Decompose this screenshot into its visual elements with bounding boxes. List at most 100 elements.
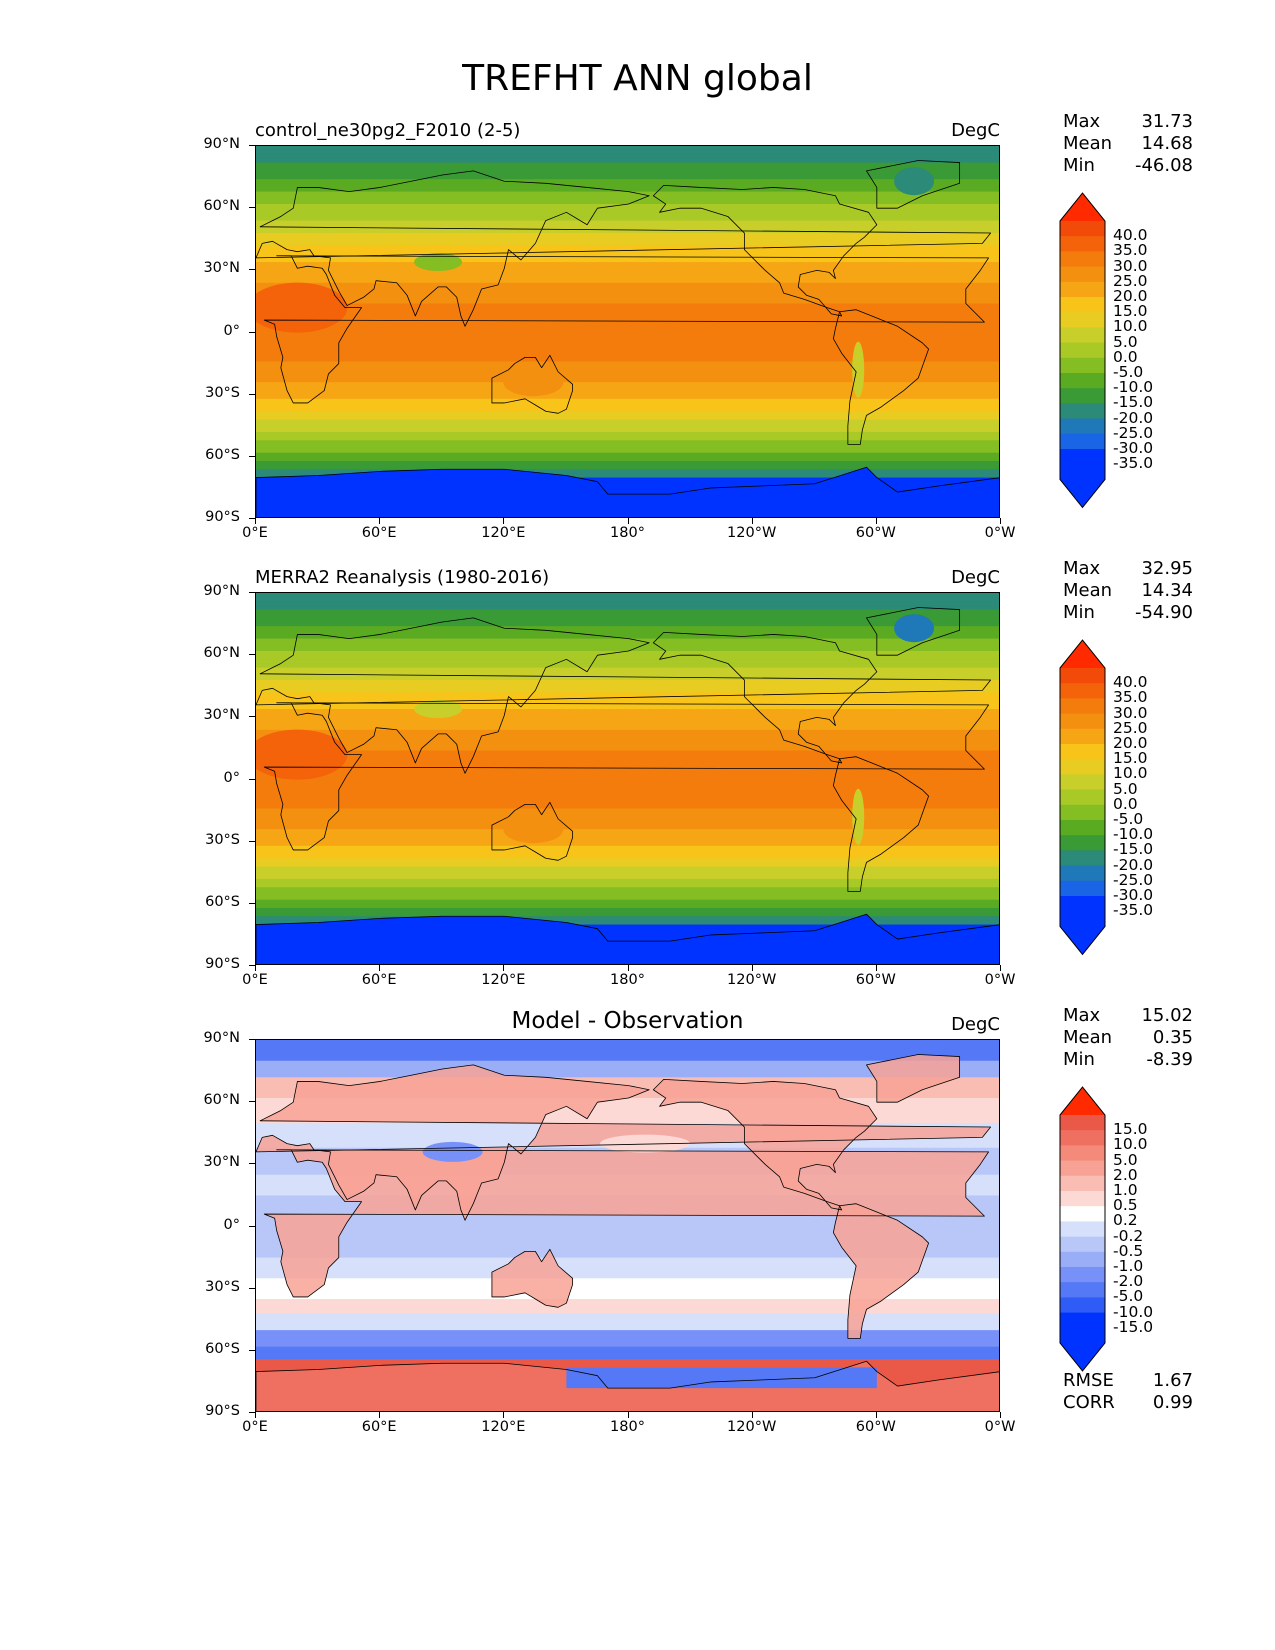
units-label: DegC <box>951 1014 1000 1035</box>
lon-tick <box>379 965 381 971</box>
lon-tick-label: 60°E <box>361 1419 397 1435</box>
stat-label: Mean <box>1063 580 1113 601</box>
colorbar-tick-label: 40.0 <box>1113 226 1148 245</box>
lat-tick <box>249 965 255 966</box>
lat-tick <box>249 207 255 209</box>
lon-tick <box>255 1412 256 1418</box>
panel-title: Model - Observation <box>511 1008 744 1034</box>
colorbar <box>1059 639 1106 956</box>
lat-tick-label: 60°S <box>205 1340 240 1357</box>
lon-tick-label: 0°E <box>242 525 268 541</box>
colorbar-tick-label: 10.0 <box>1113 764 1148 783</box>
lat-tick-label: 90°S <box>205 956 240 972</box>
lat-tick <box>249 331 255 333</box>
stat-label: Min <box>1063 1049 1095 1070</box>
colorbar-tick-label: -10.0 <box>1113 378 1154 397</box>
lon-tick <box>751 518 753 524</box>
lat-tick <box>249 1039 255 1040</box>
lon-tick <box>503 965 505 971</box>
lon-tick-label: 180° <box>610 525 645 541</box>
lon-tick <box>627 1412 629 1418</box>
lon-tick <box>627 965 629 971</box>
units-label: DegC <box>951 567 1000 588</box>
stat-row: Mean 14.34 <box>1063 580 1193 602</box>
stat-value: 14.34 <box>1141 580 1193 601</box>
colorbar-tick-label: -15.0 <box>1113 393 1154 412</box>
lon-tick-label: 60°W <box>855 972 896 988</box>
stat-row: Max 31.73 <box>1063 111 1193 133</box>
panel-title: control_ne30pg2_F2010 (2-5) <box>255 120 521 141</box>
lon-tick-label: 60°E <box>361 525 397 541</box>
colorbar-tick-label: -1.0 <box>1113 1257 1144 1275</box>
map-plot <box>255 592 1000 965</box>
colorbar-tick-label: -30.0 <box>1113 886 1154 904</box>
lat-tick-label: 60°S <box>205 446 240 463</box>
lon-tick-label: 60°W <box>855 1419 896 1435</box>
colorbar-tick-label: -5.0 <box>1113 363 1144 381</box>
lon-tick <box>379 518 381 524</box>
colorbar-svg <box>1059 639 1106 956</box>
map-panel-2: MERRA2 Reanalysis (1980-2016) DegC 90°N 60°… <box>0 558 1275 997</box>
lon-tick <box>503 1412 505 1418</box>
colorbar-tick-label: 25.0 <box>1113 718 1148 737</box>
lon-tick-label: 120°E <box>481 972 526 988</box>
colorbar-tick-label: 0.0 <box>1113 347 1138 366</box>
lon-tick <box>751 965 753 971</box>
lat-tick-label: 30°N <box>203 707 240 724</box>
colorbar-tick-label: -25.0 <box>1113 423 1154 442</box>
lat-tick-label: 90°S <box>205 1403 240 1419</box>
colorbar-tick-label: -5.0 <box>1113 1287 1144 1306</box>
metric-value: 1.67 <box>1152 1370 1193 1391</box>
figure-title: TREFHT ANN global <box>462 58 813 99</box>
stat-row: Min -8.39 <box>1063 1049 1193 1071</box>
lat-tick-label: 30°S <box>205 831 240 848</box>
lon-tick-label: 180° <box>610 972 645 988</box>
lat-tick-label: 90°N <box>203 1030 240 1046</box>
colorbar-tick-label: -15.0 <box>1113 1317 1154 1336</box>
lat-tick <box>249 269 255 271</box>
colorbar <box>1059 1086 1106 1372</box>
lon-tick-label: 0°W <box>984 972 1016 988</box>
lon-tick <box>503 518 505 524</box>
metric-row: CORR 0.99 <box>1063 1392 1193 1414</box>
stat-label: Mean <box>1063 133 1113 154</box>
colorbar-tick-label: -2.0 <box>1113 1272 1144 1291</box>
map-plot <box>255 1039 1000 1412</box>
lat-tick <box>249 1287 255 1289</box>
lat-tick <box>249 840 255 842</box>
lon-tick-label: 0°E <box>242 972 268 988</box>
colorbar-tick-label: -30.0 <box>1113 439 1154 457</box>
colorbar-tick-label: 30.0 <box>1113 703 1148 722</box>
lon-tick-label: 0°E <box>242 1419 268 1435</box>
units-label: DegC <box>951 120 1000 141</box>
colorbar-tick-label: 30.0 <box>1113 256 1148 275</box>
lat-tick <box>249 592 255 593</box>
lat-tick <box>249 902 255 904</box>
colorbar-svg <box>1059 192 1106 509</box>
lat-tick-label: 60°S <box>205 893 240 910</box>
colorbar <box>1059 192 1106 509</box>
lon-tick-label: 0°W <box>984 525 1016 541</box>
stat-value: 31.73 <box>1141 111 1193 132</box>
lat-tick-label: 60°N <box>203 645 240 662</box>
stat-row: Max 15.02 <box>1063 1005 1193 1027</box>
stat-label: Max <box>1063 558 1101 579</box>
colorbar-tick-label: 2.0 <box>1113 1165 1138 1184</box>
stat-value: 14.68 <box>1141 133 1193 154</box>
map-field <box>256 593 999 964</box>
lat-tick-label: 30°N <box>203 1154 240 1171</box>
colorbar-tick-label: -15.0 <box>1113 840 1154 859</box>
lon-tick-label: 120°W <box>727 972 777 988</box>
lat-tick <box>249 1163 255 1165</box>
colorbar-tick-label: 20.0 <box>1113 287 1148 305</box>
colorbar-tick-label: 25.0 <box>1113 271 1148 290</box>
lon-tick-label: 60°E <box>361 972 397 988</box>
lat-tick <box>249 1412 255 1413</box>
stat-row: Max 32.95 <box>1063 558 1193 580</box>
lon-tick <box>875 965 877 971</box>
colorbar-tick-label: 10.0 <box>1113 1135 1148 1154</box>
colorbar-tick-label: -20.0 <box>1113 855 1154 874</box>
lat-tick-label: 60°N <box>203 1092 240 1109</box>
stat-value: -46.08 <box>1134 155 1193 176</box>
stat-label: Min <box>1063 602 1095 623</box>
